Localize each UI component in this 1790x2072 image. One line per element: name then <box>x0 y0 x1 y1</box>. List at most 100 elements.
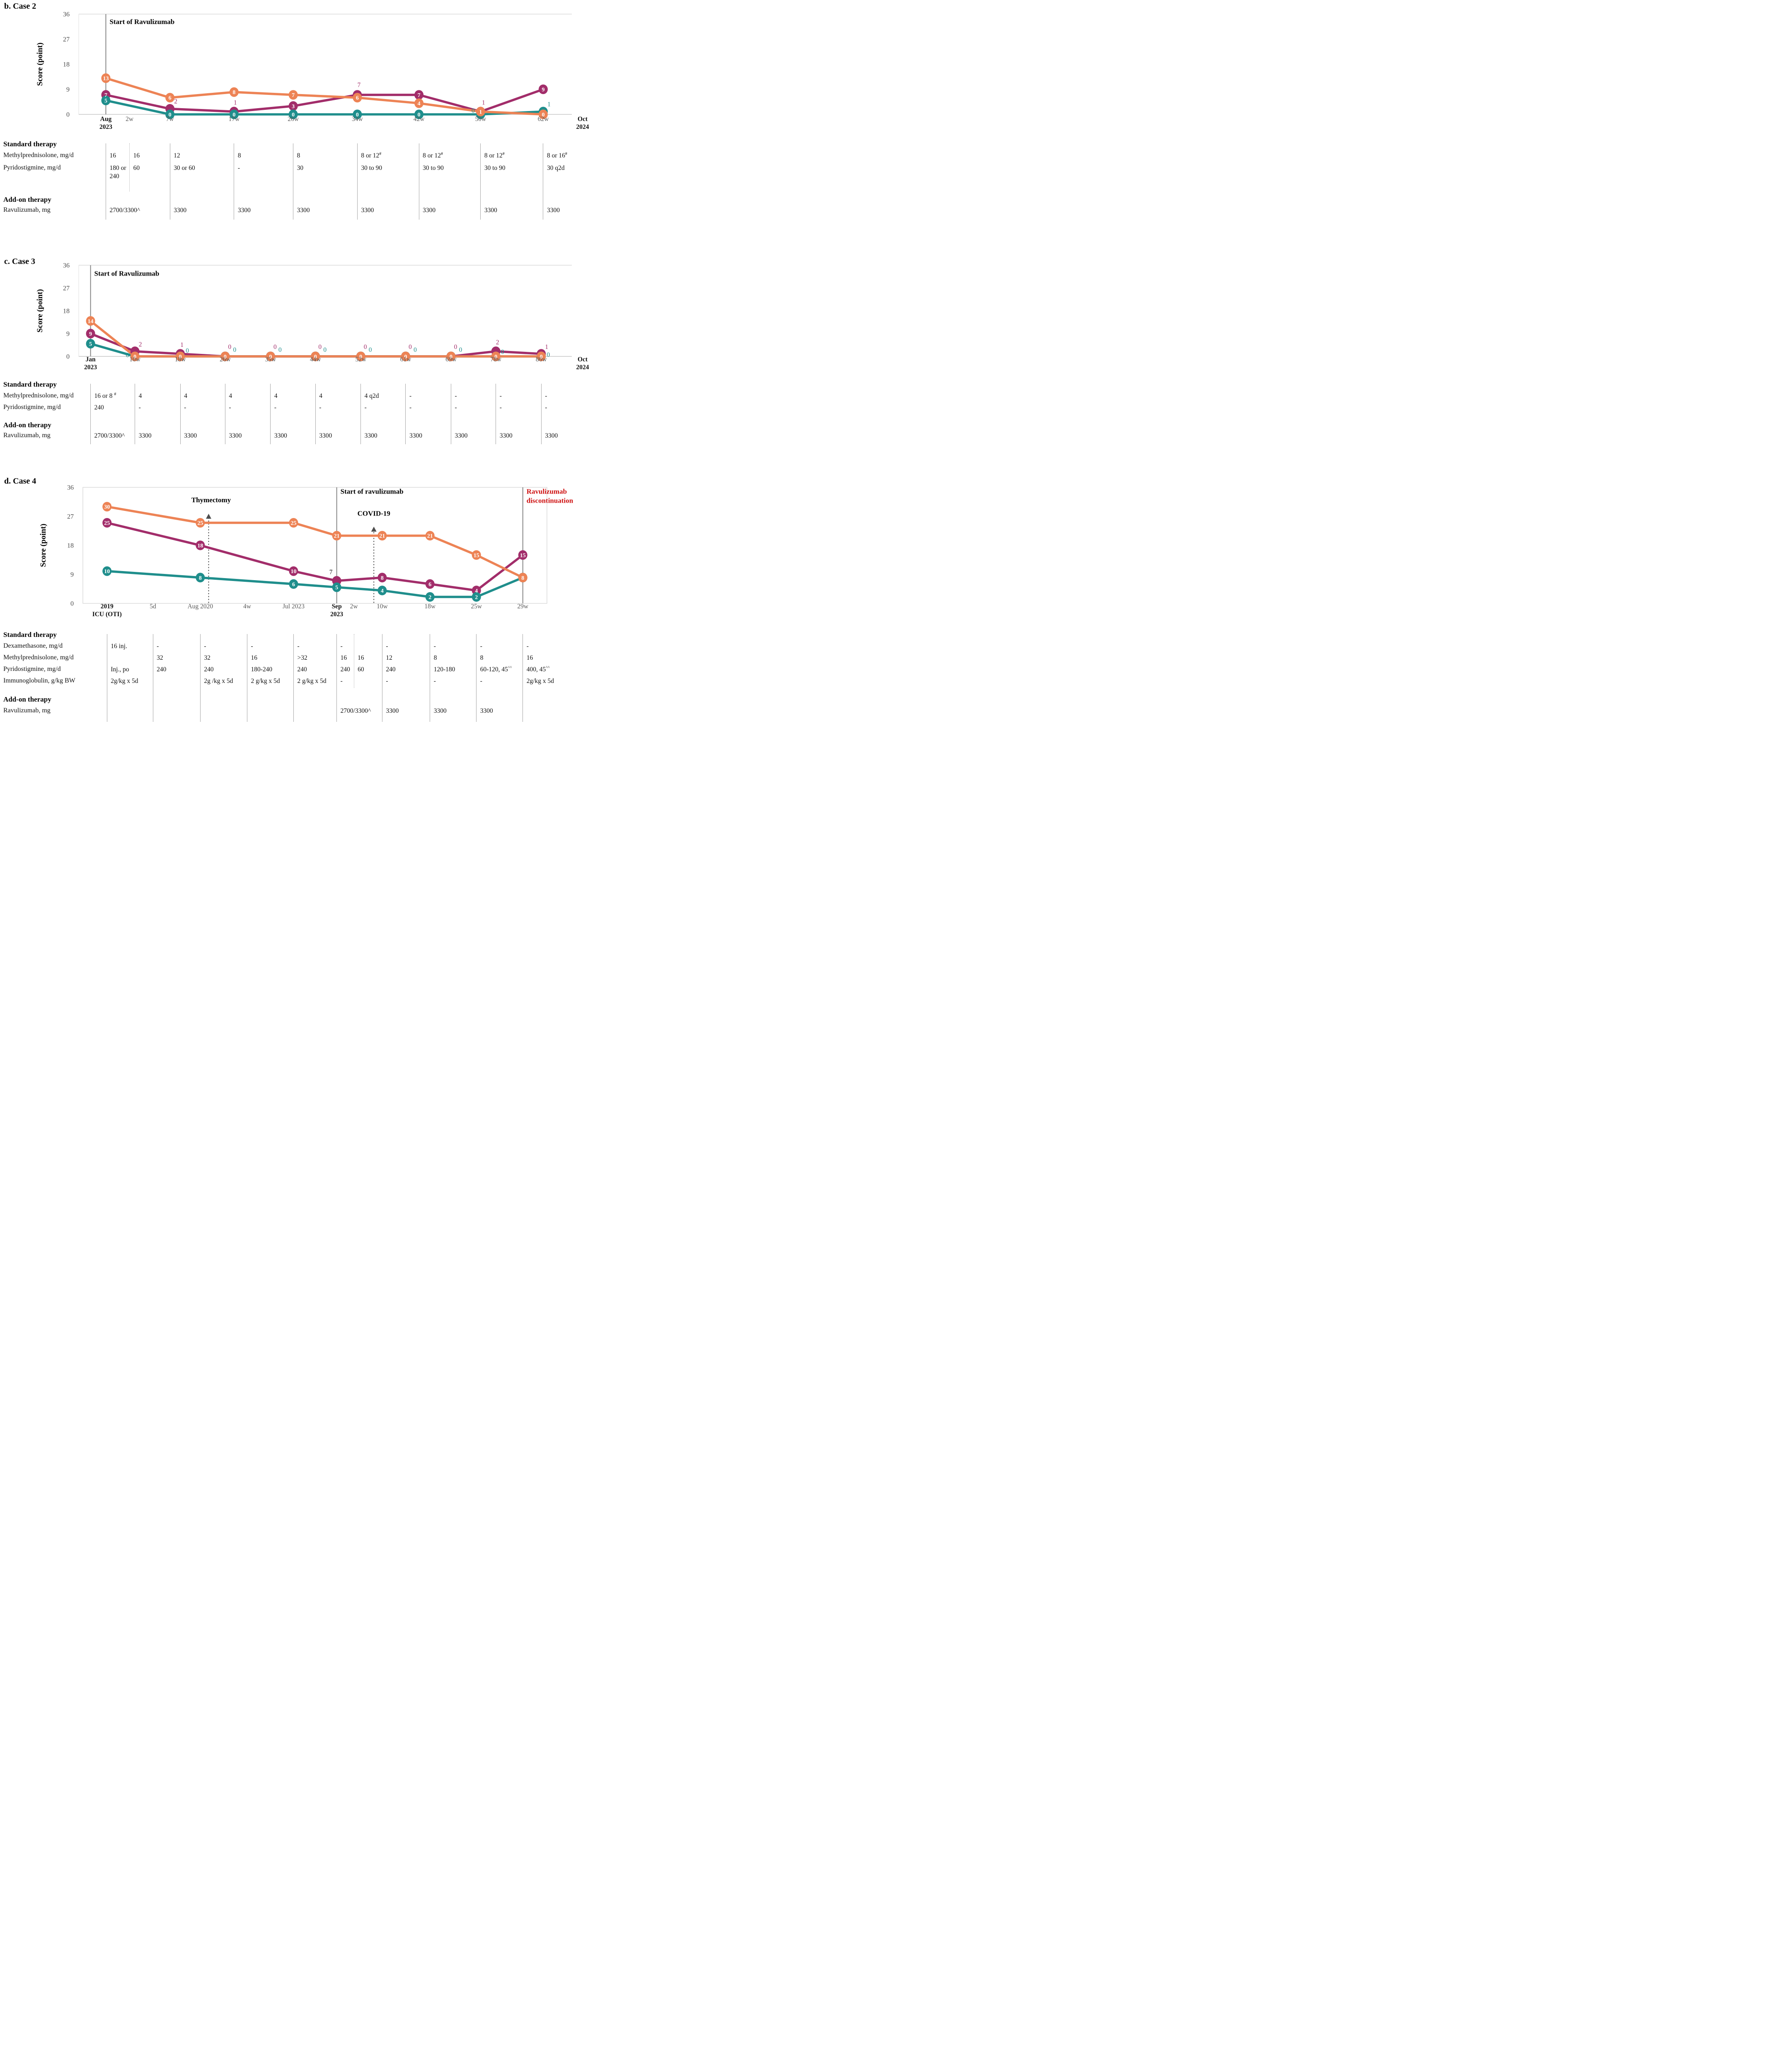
x-axis-end-label: 2024 <box>576 123 589 131</box>
table-cell: >32 <box>297 654 307 661</box>
x-tick-label: Jul 2023 <box>283 603 305 610</box>
table-cell: - <box>455 392 457 399</box>
table-cell: - <box>545 404 547 411</box>
data-point-teal <box>101 95 111 105</box>
x-tick-label: 2w <box>126 116 134 123</box>
table-cell: - <box>433 678 436 685</box>
table-separator <box>480 143 481 220</box>
series-line-teal <box>106 570 524 598</box>
x-tick-label: 2w <box>350 603 358 610</box>
series-line-orange <box>89 320 543 358</box>
table-cell: - <box>138 404 141 411</box>
point-value-teal: 0 <box>233 346 237 353</box>
point-value-orange: 14 <box>88 318 94 324</box>
table-cell: 2g/kg x 5d <box>111 678 138 685</box>
point-value-teal: 0 <box>126 352 129 359</box>
table-cell: 12 <box>386 654 392 661</box>
data-point-purple <box>538 84 548 94</box>
data-point-orange <box>266 351 275 361</box>
figure-root: b. Case 2 36 27 18 9 0 Score (point) Start of … <box>0 0 597 746</box>
x-tick-label: 18w <box>175 356 186 363</box>
table-row-label: Methylprednisolone, mg/d <box>3 152 74 159</box>
table-cell: 3300 <box>229 432 242 439</box>
table-cell: - <box>229 404 231 411</box>
x-tick-label: Aug <box>100 116 112 123</box>
data-point-purple <box>86 329 95 339</box>
table-cell: 8 <box>237 152 241 159</box>
point-value-teal: 0 <box>186 347 189 354</box>
table-cell: 3300 <box>433 707 447 714</box>
table-cell: 3300 <box>423 207 436 214</box>
data-point-orange <box>353 93 362 103</box>
data-point-purple <box>289 566 298 576</box>
point-value-teal: 10 <box>104 569 110 575</box>
table-row-label: Methylprednisolone, mg/d <box>3 654 74 661</box>
x-tick-label: 42w <box>414 116 425 123</box>
data-point-orange <box>414 98 424 108</box>
table-cell: - <box>409 392 412 399</box>
table-cell: 3300 <box>237 207 251 214</box>
table-cell: 4 <box>184 392 187 399</box>
point-value-teal: 1 <box>547 101 551 108</box>
table-separator <box>541 384 542 444</box>
table-cell: 3300 <box>319 432 332 439</box>
x-tick-label: 34w <box>352 116 363 123</box>
table-cell: - <box>499 392 502 399</box>
table-section-header: Add-on therapy <box>3 421 51 429</box>
data-point-orange <box>130 351 140 361</box>
y-axis-title: Score (point) <box>36 289 44 333</box>
x-tick-label: 10w <box>129 356 141 363</box>
x-tick-label: 52w <box>355 356 367 363</box>
table-cell: 240 <box>340 666 350 673</box>
data-point-orange <box>289 518 298 528</box>
panel-case2: b. Case 2 36 27 18 9 0 Score (point) Start of … <box>0 2 597 245</box>
point-value-purple: 1 <box>482 99 485 106</box>
data-point-orange <box>425 531 435 541</box>
point-value-orange: 21 <box>334 533 340 540</box>
table-row-label: Pyridostigmine, mg/d <box>3 666 61 673</box>
point-value-purple: 0 <box>364 344 367 351</box>
data-point-orange <box>196 518 205 528</box>
point-value-orange: 0 <box>404 354 407 360</box>
table-cell: 30 to 90 <box>361 165 382 172</box>
point-value-teal: 5 <box>89 341 92 347</box>
table-cell: 2g/kg x 5d <box>526 678 554 685</box>
point-value-orange: 1 <box>479 109 482 115</box>
table-cell: 12 <box>174 152 180 159</box>
data-point-purple <box>518 550 527 560</box>
data-point-teal <box>102 566 112 576</box>
x-tick-label: 25w <box>471 603 482 610</box>
table-cell: 2 g/kg x 5d <box>251 678 280 685</box>
table-section-header: Standard therapy <box>3 631 57 639</box>
point-value-purple: 0 <box>228 344 232 351</box>
data-point-teal <box>425 592 435 602</box>
data-point-orange <box>220 351 230 361</box>
point-value-purple: 2 <box>139 341 142 348</box>
x-tick-label: 18w <box>424 603 436 610</box>
table-cell: 30 q2d <box>547 165 565 172</box>
point-value-purple: 0 <box>409 344 412 351</box>
table-cell: - <box>319 404 322 411</box>
x-tick-label: 5d <box>150 603 156 610</box>
x-tick-label: 17w <box>228 116 240 123</box>
table-cell: 3300 <box>184 432 197 439</box>
data-point-orange <box>288 90 298 100</box>
table-cell: 4 q2d <box>364 392 379 399</box>
annotation-label: Start of Ravulizumab <box>109 18 174 26</box>
table-cell: 3300 <box>361 207 374 214</box>
point-value-purple: 18 <box>197 543 203 549</box>
point-value-teal: 0 <box>278 346 282 353</box>
point-value-purple: 9 <box>542 87 544 93</box>
point-value-orange: 21 <box>379 533 385 540</box>
table-separator <box>336 634 337 722</box>
y-tick-label: 36 <box>67 484 74 491</box>
point-value-teal: 5 <box>335 585 338 591</box>
table-separator <box>315 384 316 444</box>
table-cell: 3300 <box>386 707 399 714</box>
table-cell: 60 <box>358 666 364 673</box>
point-value-teal: 0 <box>472 107 475 114</box>
y-tick-label: 18 <box>63 61 70 68</box>
x-tick-label: Jan <box>85 356 96 363</box>
data-point-orange <box>491 351 501 361</box>
table-cell: 3300 <box>409 432 422 439</box>
